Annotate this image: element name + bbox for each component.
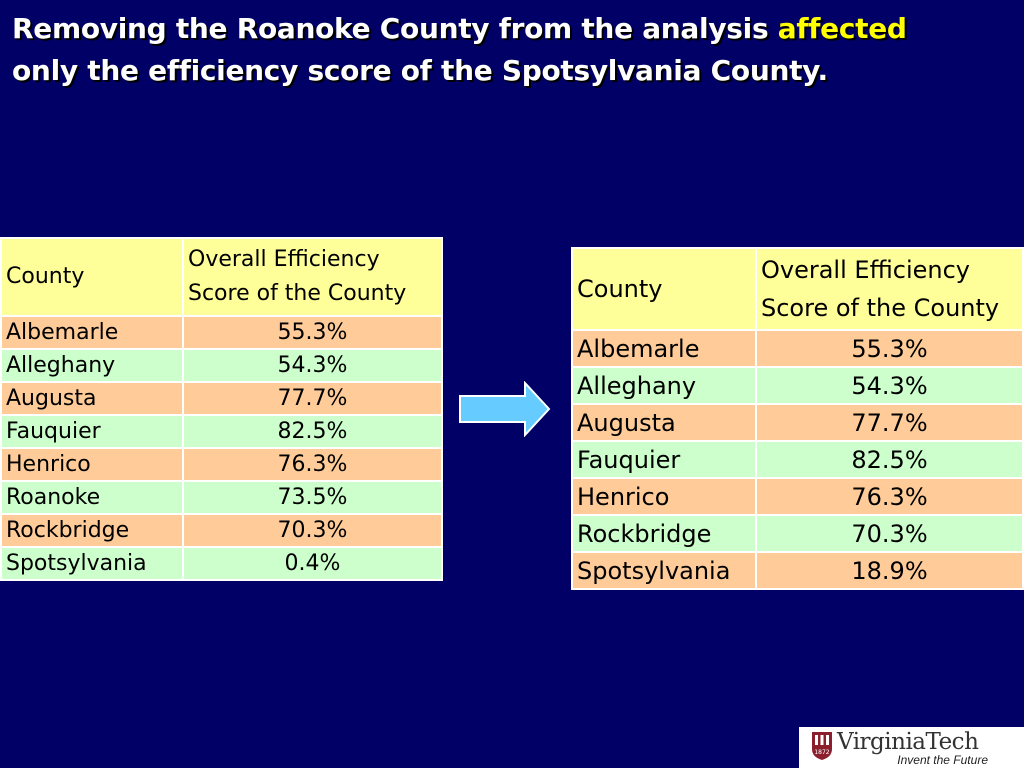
cell-score: 0.4% [182, 546, 443, 581]
cell-county: Alleghany [571, 366, 757, 405]
title-part1: Removing the Roanoke County from the ana… [12, 12, 778, 45]
header-score-line1: Overall Efficiency [188, 247, 380, 272]
header-score-line1: Overall Efficiency [761, 256, 971, 284]
table-row: Rockbridge 70.3% [571, 514, 1024, 553]
table-row: Rockbridge 70.3% [0, 513, 443, 548]
table-row: Albemarle 55.3% [571, 329, 1024, 368]
table-row: Henrico 76.3% [571, 477, 1024, 516]
cell-score: 70.3% [182, 513, 443, 548]
right-arrow-icon [459, 381, 551, 437]
cell-county: Alleghany [0, 348, 184, 383]
table-row: Augusta 77.7% [0, 381, 443, 416]
table-row: Fauquier 82.5% [0, 414, 443, 449]
cell-county: Rockbridge [571, 514, 757, 553]
cell-score: 70.3% [755, 514, 1024, 553]
table-row: Spotsylvania 18.9% [571, 551, 1024, 590]
cell-score: 82.5% [182, 414, 443, 449]
table-row: Fauquier 82.5% [571, 440, 1024, 479]
cell-score: 55.3% [182, 315, 443, 350]
cell-score: 54.3% [755, 366, 1024, 405]
title-part2: only the efficiency score of the Spotsyl… [12, 54, 828, 87]
table-row: Augusta 77.7% [571, 403, 1024, 442]
cell-score: 54.3% [182, 348, 443, 383]
cell-score: 76.3% [182, 447, 443, 482]
table-row: Alleghany 54.3% [571, 366, 1024, 405]
cell-score: 77.7% [755, 403, 1024, 442]
cell-county: Henrico [571, 477, 757, 516]
table-row: Alleghany 54.3% [0, 348, 443, 383]
cell-score: 77.7% [182, 381, 443, 416]
cell-county: Albemarle [571, 329, 757, 368]
cell-score: 82.5% [755, 440, 1024, 479]
header-score-line2: Score of the County [188, 281, 407, 306]
header-county: County [571, 247, 757, 331]
cell-county: Henrico [0, 447, 184, 482]
cell-county: Spotsylvania [571, 551, 757, 590]
cell-score: 76.3% [755, 477, 1024, 516]
cell-county: Albemarle [0, 315, 184, 350]
cell-score: 18.9% [755, 551, 1024, 590]
cell-county: Fauquier [0, 414, 184, 449]
cell-score: 73.5% [182, 480, 443, 515]
table-before-header-row: County Overall Efficiency Score of the Co… [0, 237, 443, 317]
shield-year: 1872 [814, 749, 829, 756]
table-after-header-row: County Overall Efficiency Score of the Co… [571, 247, 1024, 331]
table-row: Roanoke 73.5% [0, 480, 443, 515]
cell-county: Roanoke [0, 480, 184, 515]
header-score: Overall Efficiency Score of the County [755, 247, 1024, 331]
cell-county: Spotsylvania [0, 546, 184, 581]
virginia-tech-logo: 1872 VirginiaTech Invent the Future [799, 727, 1024, 768]
header-score-line2: Score of the County [761, 294, 1000, 322]
shield-icon: 1872 [812, 732, 832, 760]
cell-county: Rockbridge [0, 513, 184, 548]
header-county: County [0, 237, 184, 317]
cell-score: 55.3% [755, 329, 1024, 368]
table-before: County Overall Efficiency Score of the Co… [0, 237, 443, 581]
cell-county: Fauquier [571, 440, 757, 479]
logo-tagline: Invent the Future [897, 753, 988, 767]
table-row: Henrico 76.3% [0, 447, 443, 482]
slide-title: Removing the Roanoke County from the ana… [12, 8, 1012, 92]
header-score: Overall Efficiency Score of the County [182, 237, 443, 317]
title-highlight: affected [777, 12, 907, 45]
logo-name: VirginiaTech [837, 729, 979, 755]
table-after: County Overall Efficiency Score of the Co… [571, 247, 1024, 590]
cell-county: Augusta [571, 403, 757, 442]
cell-county: Augusta [0, 381, 184, 416]
table-row: Albemarle 55.3% [0, 315, 443, 350]
table-row: Spotsylvania 0.4% [0, 546, 443, 581]
